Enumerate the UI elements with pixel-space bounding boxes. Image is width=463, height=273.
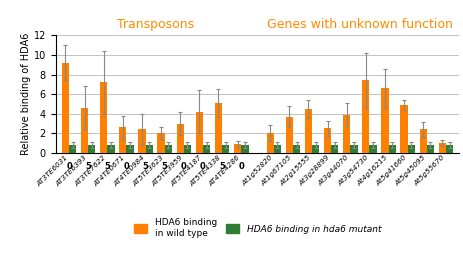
Bar	[214, 103, 222, 153]
Bar	[62, 63, 69, 153]
Text: 0: 0	[123, 162, 129, 171]
Bar	[222, 145, 229, 153]
Bar	[407, 145, 414, 153]
Bar	[400, 105, 407, 153]
Bar	[342, 115, 350, 153]
Bar	[292, 145, 300, 153]
Bar	[312, 145, 319, 153]
Bar	[176, 123, 183, 153]
Text: 0: 0	[200, 162, 206, 171]
Bar	[362, 81, 369, 153]
Bar	[69, 145, 76, 153]
Bar	[266, 133, 273, 153]
Bar	[388, 145, 395, 153]
Text: Genes with unknown function: Genes with unknown function	[266, 18, 452, 31]
Bar	[273, 145, 281, 153]
Bar	[323, 128, 331, 153]
Bar	[157, 133, 164, 153]
Bar	[202, 145, 210, 153]
Text: 0: 0	[66, 162, 72, 171]
Bar	[426, 145, 433, 153]
Bar	[285, 117, 292, 153]
Bar	[183, 145, 191, 153]
Bar	[126, 145, 133, 153]
Bar	[331, 145, 338, 153]
Bar	[81, 108, 88, 153]
Text: 0: 0	[181, 162, 186, 171]
Text: 5: 5	[219, 162, 225, 171]
Bar	[145, 145, 152, 153]
Text: 5: 5	[162, 162, 167, 171]
Bar	[350, 145, 357, 153]
Bar	[304, 109, 312, 153]
Legend: HDA6 binding
in wild type, HDA6 binding in hda6 mutant: HDA6 binding in wild type, HDA6 binding …	[134, 218, 380, 238]
Bar	[438, 143, 445, 153]
Bar	[381, 88, 388, 153]
Bar	[138, 129, 145, 153]
Bar	[164, 145, 172, 153]
Bar	[119, 127, 126, 153]
Text: 5: 5	[142, 162, 148, 171]
Text: 5: 5	[104, 162, 110, 171]
Bar	[241, 145, 248, 153]
Bar	[88, 145, 95, 153]
Text: Transposons: Transposons	[116, 18, 194, 31]
Bar	[107, 145, 114, 153]
Bar	[369, 145, 376, 153]
Bar	[233, 144, 241, 153]
Y-axis label: Relative binding of HDA6: Relative binding of HDA6	[21, 33, 31, 155]
Bar	[100, 82, 107, 153]
Bar	[195, 112, 202, 153]
Bar	[445, 145, 452, 153]
Text: 5: 5	[85, 162, 91, 171]
Bar	[419, 129, 426, 153]
Text: 0: 0	[238, 162, 244, 171]
